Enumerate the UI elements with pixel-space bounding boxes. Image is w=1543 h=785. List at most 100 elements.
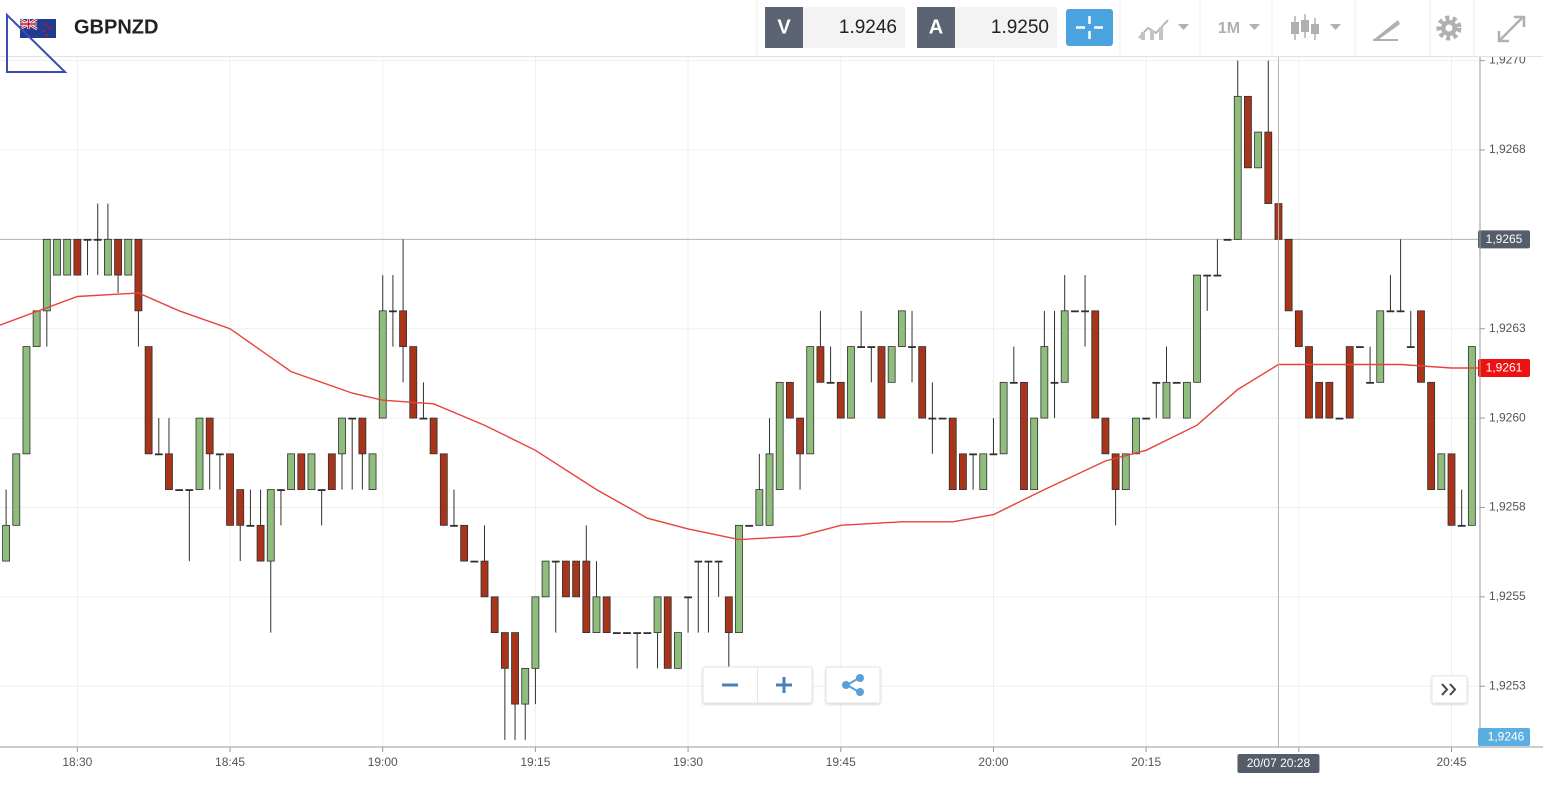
x-tick-label: 19:15 bbox=[520, 755, 550, 769]
candle-body bbox=[1437, 453, 1446, 490]
bid-button[interactable]: V 1.9246 bbox=[765, 7, 905, 48]
zoom-in-button[interactable] bbox=[776, 677, 792, 693]
candle-body bbox=[755, 489, 764, 526]
ma-last-tag-box bbox=[1478, 359, 1530, 378]
candle-body bbox=[826, 381, 835, 384]
candle-body bbox=[246, 524, 255, 527]
candle-body bbox=[134, 238, 143, 312]
candle-body bbox=[93, 238, 102, 241]
chart-type-button[interactable] bbox=[1138, 19, 1189, 40]
bid-tag-text: 1,9246 bbox=[1488, 730, 1525, 744]
candle-body bbox=[918, 346, 927, 419]
timeframe-button[interactable]: 1M bbox=[1218, 20, 1260, 37]
candle-body bbox=[32, 310, 41, 347]
candle-body bbox=[724, 596, 733, 633]
plot-area: 1,92701,92681,92651,92631,92601,92581,92… bbox=[0, 53, 1530, 773]
candle-body bbox=[602, 596, 611, 633]
y-tick-label: 1,9253 bbox=[1489, 678, 1526, 692]
candle-type-button[interactable] bbox=[1291, 14, 1341, 40]
candle-body bbox=[297, 453, 306, 490]
settings-button[interactable] bbox=[1436, 15, 1462, 41]
candle-body bbox=[215, 453, 224, 456]
candle-body bbox=[551, 560, 560, 563]
candle-body bbox=[999, 381, 1008, 455]
candle-body bbox=[154, 453, 163, 456]
candle-body bbox=[592, 596, 601, 633]
candle-body bbox=[1366, 381, 1374, 384]
ma-last-tag-text: 1,9261 bbox=[1486, 361, 1523, 375]
candle-body bbox=[1325, 381, 1334, 419]
candle-body bbox=[12, 453, 21, 526]
candle-body bbox=[103, 238, 112, 276]
candle-body bbox=[847, 346, 855, 419]
candle-body bbox=[521, 667, 530, 705]
x-tick-label: 19:30 bbox=[673, 755, 703, 769]
candle-body bbox=[500, 632, 509, 669]
crosshair-button[interactable] bbox=[1066, 9, 1113, 46]
candle-body bbox=[1142, 417, 1151, 420]
candle-body bbox=[1447, 453, 1456, 526]
candle-body bbox=[541, 560, 550, 598]
candle-body bbox=[877, 346, 886, 419]
candle-body bbox=[266, 489, 275, 562]
candle-body bbox=[1172, 381, 1181, 384]
candle-body bbox=[857, 346, 866, 348]
candle-body bbox=[959, 453, 967, 490]
candle-body bbox=[1213, 274, 1222, 277]
candle-body bbox=[185, 489, 194, 491]
candle-body bbox=[1203, 274, 1212, 277]
ask-value-box bbox=[955, 7, 1057, 48]
candle-body bbox=[419, 417, 428, 420]
candle-body bbox=[226, 453, 234, 526]
candle-body bbox=[1467, 346, 1476, 526]
bid-value: 1.9246 bbox=[839, 17, 897, 38]
candle-body bbox=[236, 489, 245, 526]
y-tick-label: 1,9263 bbox=[1489, 321, 1526, 335]
candle-body bbox=[1111, 453, 1120, 490]
candle-body bbox=[623, 632, 631, 634]
x-tick-label: 18:30 bbox=[62, 755, 92, 769]
candle-body bbox=[775, 381, 784, 490]
candle-body bbox=[643, 632, 652, 634]
y-tick-label: 1,9260 bbox=[1489, 410, 1526, 424]
drawing-button[interactable] bbox=[1373, 20, 1400, 41]
candle-body bbox=[582, 560, 591, 633]
flag-icon bbox=[19, 17, 56, 38]
ask-button[interactable]: A 1.9250 bbox=[917, 7, 1057, 48]
candle-body bbox=[1376, 310, 1385, 383]
candle-body bbox=[53, 238, 61, 276]
bid-value-box bbox=[803, 7, 905, 48]
candle-body bbox=[979, 453, 988, 490]
candle-body bbox=[460, 524, 469, 562]
share-button[interactable] bbox=[825, 666, 881, 704]
candle-body bbox=[205, 417, 214, 455]
moving-average-line bbox=[0, 292, 1480, 541]
candle-body bbox=[1101, 417, 1110, 455]
candle-body bbox=[1427, 381, 1436, 490]
candle-body bbox=[480, 560, 489, 598]
fullscreen-button[interactable] bbox=[1497, 15, 1526, 43]
candle-body bbox=[63, 238, 72, 276]
candle-body bbox=[1091, 310, 1100, 419]
x-tick-label: 20:45 bbox=[1436, 755, 1466, 769]
y-tick-label: 1,9258 bbox=[1489, 500, 1526, 514]
candle-body bbox=[22, 346, 31, 455]
candle-body bbox=[1050, 381, 1059, 384]
candle-body bbox=[317, 489, 326, 491]
candle-body bbox=[1345, 346, 1354, 419]
candle-body bbox=[338, 417, 346, 455]
candle-body bbox=[572, 560, 581, 598]
candle-body bbox=[378, 310, 387, 419]
crosshair-price-tag-box bbox=[1478, 230, 1530, 249]
scroll-to-end-button[interactable] bbox=[1431, 675, 1468, 704]
candle-body bbox=[704, 560, 713, 563]
y-tick-label: 1,9268 bbox=[1489, 142, 1526, 156]
candle-body bbox=[1233, 95, 1242, 240]
candle-body bbox=[114, 238, 122, 276]
candle-body bbox=[1294, 310, 1303, 347]
candle-body bbox=[409, 346, 418, 419]
candle-body bbox=[1193, 274, 1201, 383]
candle-body bbox=[1009, 381, 1018, 384]
candle-body bbox=[938, 417, 947, 420]
y-tick-label: 1,9255 bbox=[1489, 589, 1526, 603]
